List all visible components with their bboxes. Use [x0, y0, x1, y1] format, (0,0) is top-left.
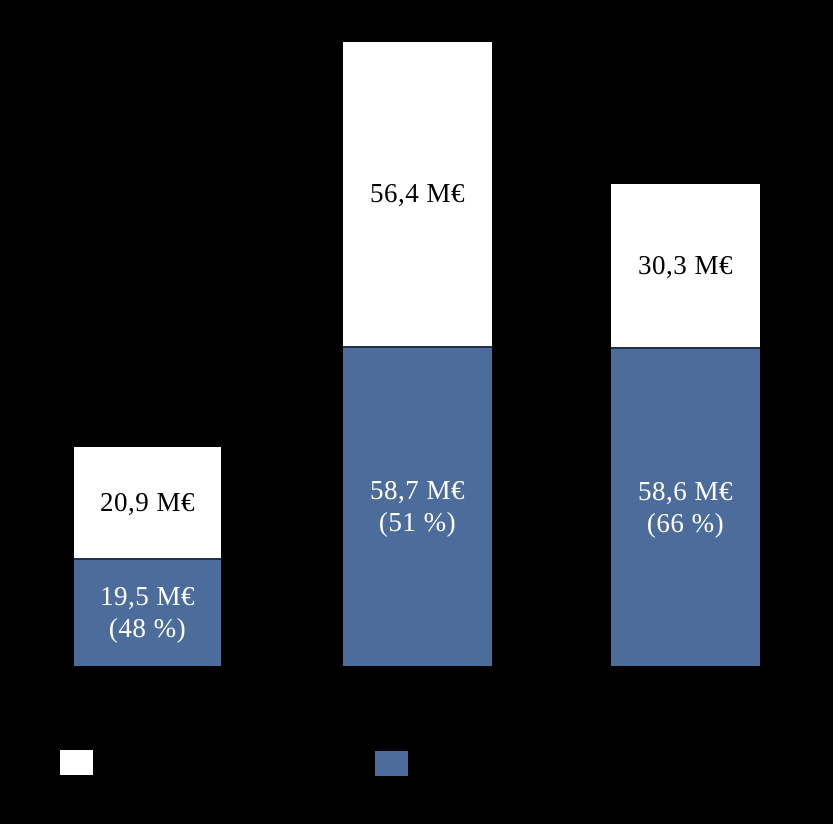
bar-3-white-label: 30,3 M€ [637, 249, 733, 280]
bar-1-blue-value-label: 19,5 M€ [99, 581, 195, 612]
bar-2-blue-value-label: 58,7 M€ [369, 475, 465, 506]
bar-2-blue-segment: 58,7 M€ (51 %) [343, 346, 492, 666]
bar-2-white-segment: 56,4 M€ [343, 42, 492, 346]
bar-3-blue-percent-label: (66 %) [646, 507, 725, 538]
legend-swatch-white [60, 750, 93, 775]
bar-3-blue-value-label: 58,6 M€ [637, 475, 733, 506]
bar-1-white-label: 20,9 M€ [99, 486, 195, 517]
legend-swatch-blue [375, 751, 408, 776]
bar-2-blue-percent-label: (51 %) [378, 507, 457, 537]
bar-1-white-segment: 20,9 M€ [74, 447, 221, 558]
bar-1-blue-percent-label: (48 %) [108, 613, 187, 643]
bar-2-white-label: 56,4 M€ [369, 178, 465, 209]
bar-1-blue-segment: 19,5 M€ (48 %) [74, 558, 221, 666]
bar-3-blue-segment: 58,6 M€ (66 %) [611, 347, 760, 666]
bar-3-white-segment: 30,3 M€ [611, 184, 760, 347]
